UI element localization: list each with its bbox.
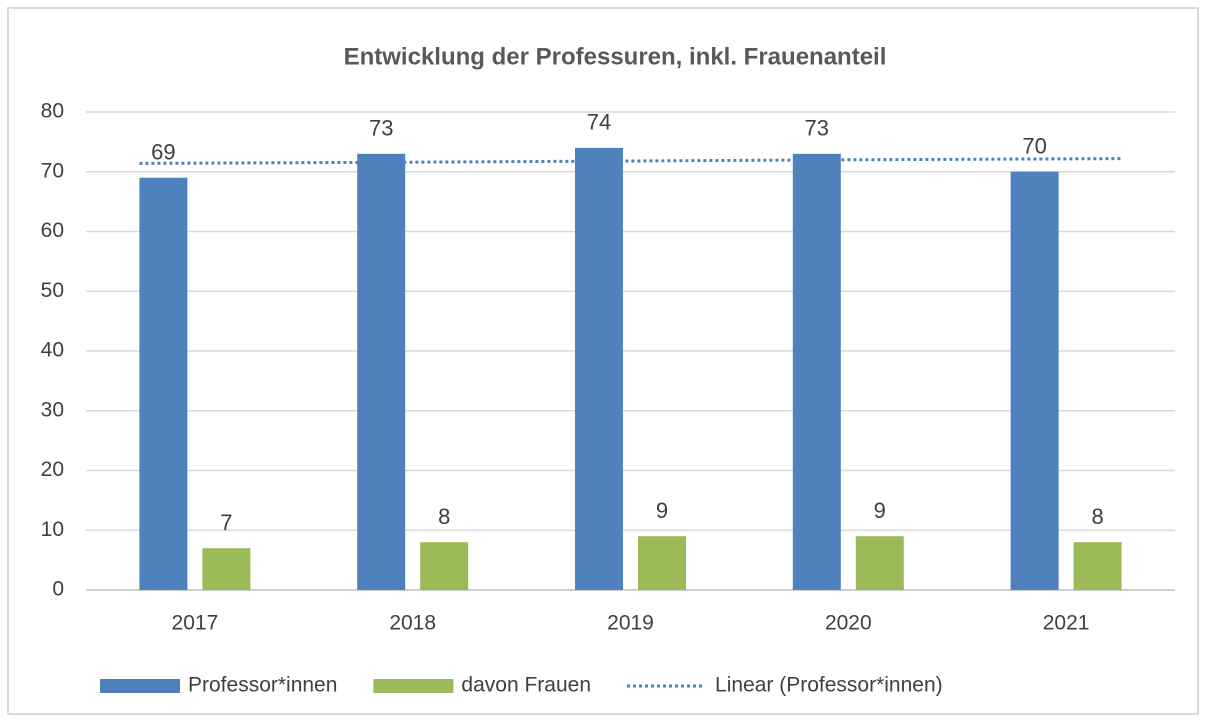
y-tick-label: 80	[41, 100, 64, 123]
data-label: 9	[656, 498, 668, 523]
bar	[1073, 542, 1122, 590]
data-label: 8	[1091, 504, 1103, 529]
y-tick-label: 70	[41, 159, 64, 182]
bar	[792, 153, 841, 590]
x-tick-label: 2017	[172, 612, 219, 635]
y-tick-label: 60	[41, 219, 64, 242]
trend-line	[139, 157, 1122, 165]
bar	[638, 536, 686, 590]
bar	[855, 536, 904, 590]
data-label: 69	[151, 140, 175, 165]
bar	[139, 177, 188, 590]
x-tick-label: 2019	[607, 612, 654, 635]
y-tick-label: 50	[41, 279, 64, 302]
legend-label: Linear (Professor*innen)	[715, 674, 943, 697]
data-label: 73	[369, 116, 393, 141]
data-label: 74	[587, 110, 611, 135]
bar	[202, 548, 251, 590]
bar	[420, 542, 469, 590]
data-label: 9	[874, 498, 886, 523]
data-label: 7	[220, 510, 232, 535]
data-label: 73	[805, 116, 829, 141]
y-tick-label: 20	[41, 458, 64, 481]
y-tick-label: 30	[41, 398, 64, 421]
y-tick-label: 0	[52, 578, 64, 601]
bar	[357, 153, 406, 590]
chart-title: Entwicklung der Professuren, inkl. Fraue…	[344, 43, 887, 70]
legend-swatch	[373, 679, 454, 693]
data-label: 8	[438, 504, 450, 529]
y-tick-label: 40	[41, 339, 64, 362]
x-tick-label: 2018	[389, 612, 436, 635]
legend-swatch	[100, 679, 180, 693]
bar	[1010, 171, 1059, 590]
data-label: 70	[1022, 134, 1046, 159]
x-tick-label: 2020	[825, 612, 872, 635]
bar	[575, 147, 623, 590]
legend-label: davon Frauen	[461, 674, 591, 697]
y-tick-label: 10	[41, 518, 64, 541]
x-tick-label: 2021	[1043, 612, 1090, 635]
legend-label: Professor*innen	[188, 674, 337, 697]
